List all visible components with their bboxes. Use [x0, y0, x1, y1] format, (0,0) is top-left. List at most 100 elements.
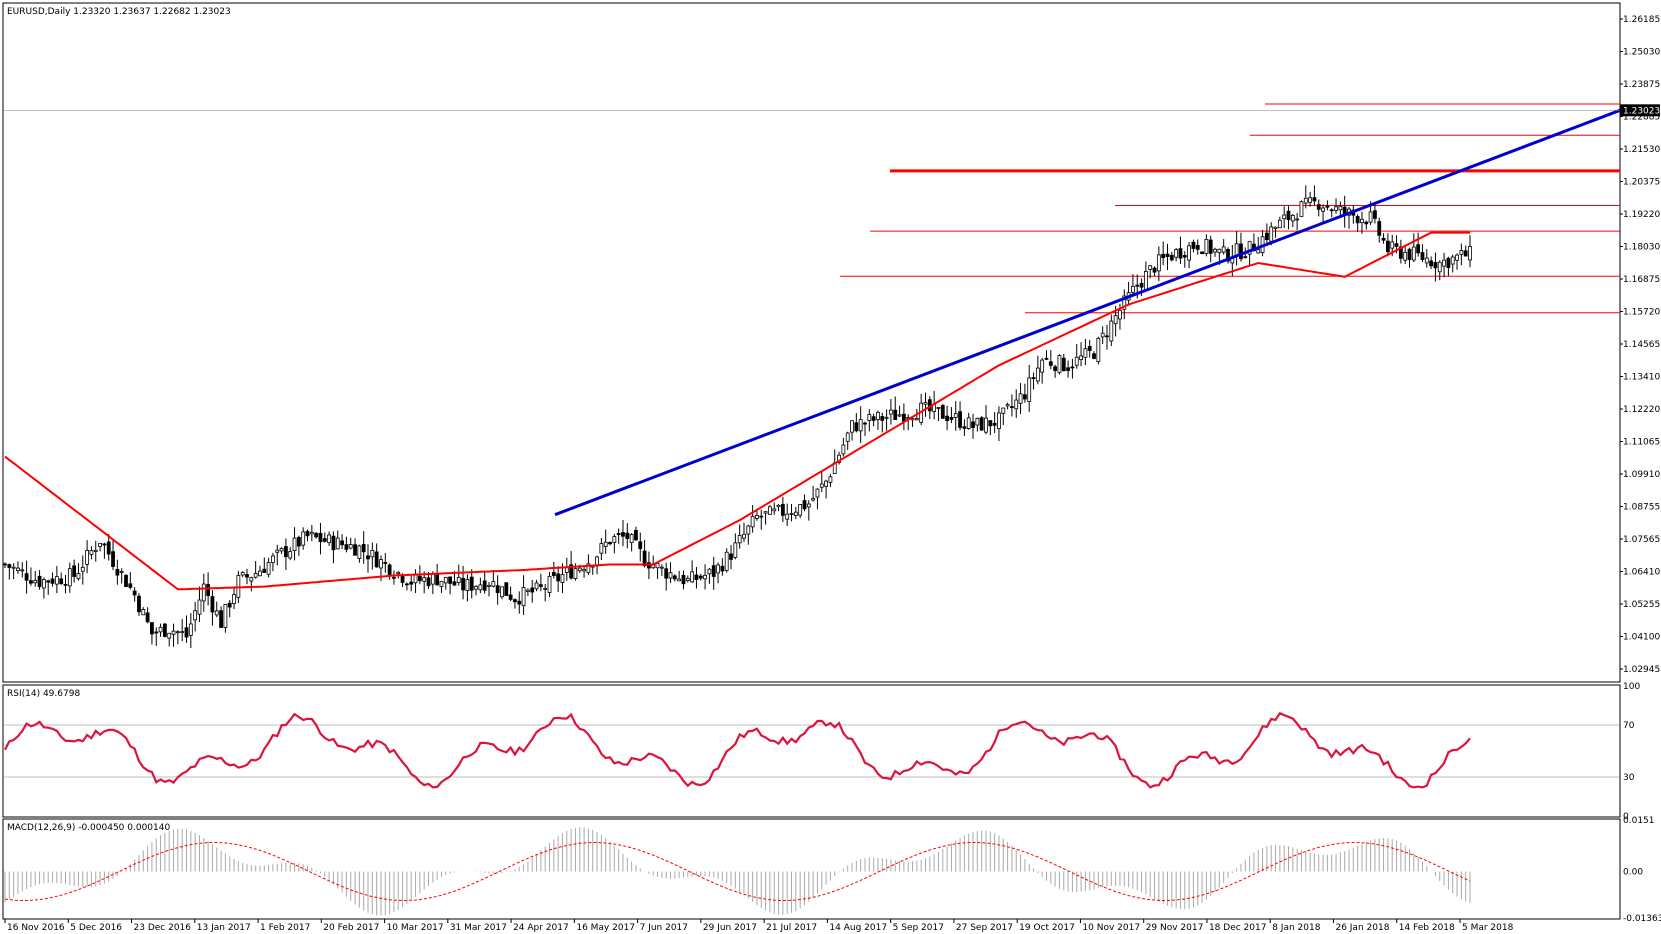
horizontal-levels [840, 103, 1620, 314]
candle-body [1416, 244, 1421, 254]
candle-body [115, 568, 120, 576]
candle-body [1247, 240, 1252, 255]
price-tick-label: 1.22885 [1623, 113, 1660, 123]
candle-body [1048, 361, 1053, 366]
candle-body [24, 573, 29, 581]
candle-body [850, 420, 854, 433]
candle-body [538, 584, 543, 587]
candle-body [1213, 248, 1217, 253]
candle-body [1295, 218, 1300, 221]
price-tick-label: 1.13410 [1623, 373, 1660, 383]
candle-body [871, 416, 876, 421]
price-tick-label: 1.05255 [1623, 600, 1660, 610]
candle-body [1329, 209, 1334, 212]
candle-body [1407, 248, 1412, 260]
candle-body [724, 551, 729, 571]
rsi-panel-frame [2, 684, 1621, 818]
candle-body [374, 551, 379, 568]
candle-body [1420, 252, 1425, 260]
candle-body [305, 530, 310, 537]
price-tick-label: 1.19220 [1623, 210, 1660, 220]
price-tick-label: 1.11065 [1623, 438, 1660, 448]
candle-body [1139, 282, 1144, 288]
candle-body [301, 531, 306, 546]
candle-body [132, 590, 137, 596]
candle-body [755, 515, 759, 519]
candle-body [1442, 259, 1446, 267]
candle-body [271, 555, 275, 563]
candle-body [1040, 359, 1045, 373]
candle-body [162, 623, 167, 637]
price-tick-label: 1.25030 [1623, 48, 1660, 58]
candle-body [370, 549, 375, 558]
candle-body [383, 562, 388, 564]
candle-body [517, 600, 522, 605]
candle-body [1299, 201, 1304, 217]
candle-body [119, 571, 124, 573]
candle-body [29, 580, 33, 584]
candle-body [465, 579, 470, 591]
price-tick-label: 1.12220 [1623, 405, 1660, 415]
candle-body [621, 532, 625, 537]
candle-body [348, 544, 353, 549]
candle-body [387, 564, 392, 576]
candle-body [37, 575, 42, 587]
candle-body [513, 599, 517, 603]
candle-body [309, 531, 314, 535]
candle-body [3, 563, 7, 566]
candle-body [806, 503, 811, 508]
candle-body [322, 538, 327, 542]
candle-body [772, 508, 777, 512]
candle-body [1334, 206, 1338, 211]
candle-body [962, 426, 967, 429]
candle-body [1066, 367, 1070, 371]
candle-body [167, 632, 172, 639]
candle-body [452, 581, 457, 586]
candle-body [936, 407, 941, 409]
current-price-label: 1.23023 [1623, 106, 1660, 116]
candle-body [366, 555, 370, 560]
candle-body [1027, 377, 1032, 402]
candle-body [396, 571, 401, 575]
candle-body [612, 536, 617, 543]
candle-body [1053, 366, 1058, 371]
candle-body [958, 411, 962, 428]
candle-body [867, 414, 872, 421]
candle-body [461, 578, 465, 591]
candle-body [798, 503, 803, 516]
candle-body [750, 515, 755, 528]
candle-body [543, 588, 548, 590]
candle-body [547, 575, 552, 593]
candle-body [863, 422, 867, 425]
candle-body [141, 609, 146, 616]
candle-body [1018, 393, 1023, 404]
candle-body [785, 513, 790, 520]
date-tick-label: 10 Nov 2017 [1082, 923, 1140, 933]
candle-body [802, 500, 807, 510]
candle-body [1450, 256, 1455, 265]
candle-body [733, 542, 738, 558]
candle-body [703, 574, 707, 580]
candle-body [940, 404, 945, 419]
candle-body [279, 547, 284, 552]
candle-body [672, 575, 677, 580]
candle-body [1161, 253, 1166, 259]
candle-body [1303, 197, 1308, 204]
candle-body [534, 582, 539, 590]
macd-tick-label: 0.0151 [1623, 816, 1655, 826]
candle-body [318, 532, 323, 542]
candle-body [1191, 241, 1196, 249]
candle-body [884, 416, 889, 419]
candle-body [1286, 210, 1291, 221]
date-tick-label: 24 Apr 2017 [513, 923, 569, 933]
macd-layer: 0.0151 0.00 -0.01363 [4, 816, 1661, 924]
candle-body [227, 602, 232, 608]
candle-body [128, 583, 133, 588]
candle-body [1226, 248, 1230, 262]
candle-body [556, 573, 561, 582]
candle-body [1282, 214, 1287, 220]
candle-body [742, 533, 746, 539]
candle-body [690, 571, 695, 583]
moving-average-line [4, 231, 1470, 591]
candle-body [789, 513, 794, 515]
